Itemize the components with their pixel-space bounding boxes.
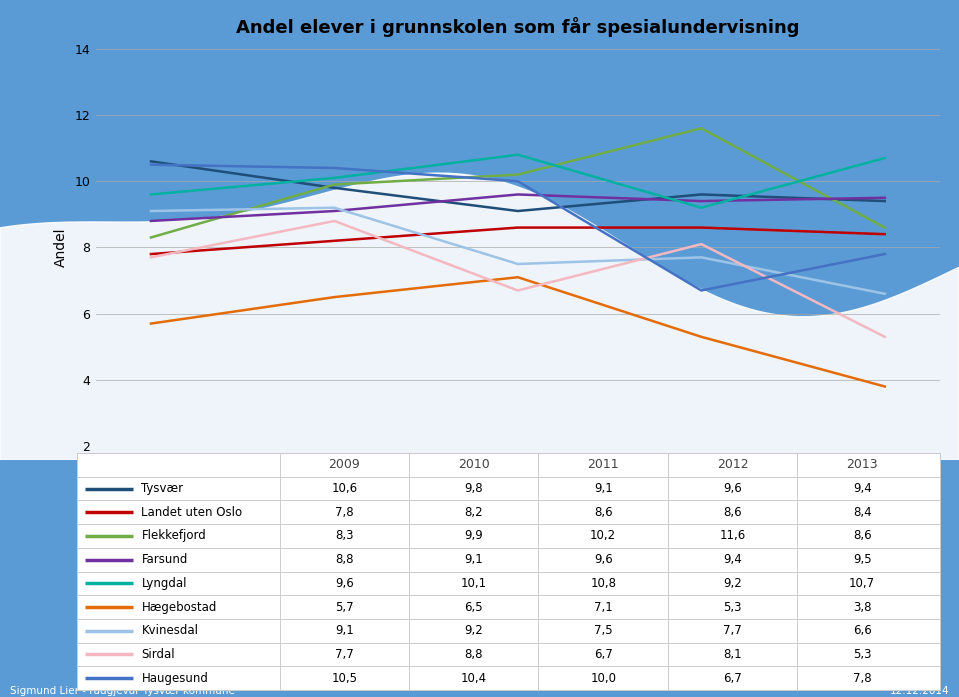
Text: 2013: 2013 [847, 459, 877, 471]
Text: 5,7: 5,7 [335, 601, 354, 613]
Text: 8,8: 8,8 [464, 648, 483, 661]
Text: 9,1: 9,1 [594, 482, 613, 495]
Text: Andel elever i grunnskolen som får spesialundervisning: Andel elever i grunnskolen som får spesi… [236, 17, 800, 38]
Text: 9,6: 9,6 [723, 482, 742, 495]
Text: 12.12.2014: 12.12.2014 [890, 686, 949, 696]
Text: Flekkefjord: Flekkefjord [142, 530, 206, 542]
Text: 9,1: 9,1 [464, 553, 483, 566]
Text: 9,2: 9,2 [723, 577, 742, 590]
Text: Hægebostad: Hægebostad [142, 601, 217, 613]
Text: 7,1: 7,1 [594, 601, 613, 613]
Text: 8,6: 8,6 [853, 530, 872, 542]
Text: 9,6: 9,6 [594, 553, 613, 566]
Text: 10,4: 10,4 [460, 672, 487, 684]
Text: 8,8: 8,8 [335, 553, 354, 566]
Text: Farsund: Farsund [142, 553, 188, 566]
Text: 11,6: 11,6 [719, 530, 746, 542]
Text: 8,1: 8,1 [723, 648, 742, 661]
Text: 9,9: 9,9 [464, 530, 483, 542]
Text: 10,8: 10,8 [590, 577, 617, 590]
Text: Landet uten Oslo: Landet uten Oslo [142, 506, 243, 519]
Text: 7,7: 7,7 [723, 625, 742, 637]
Text: 8,6: 8,6 [723, 506, 742, 519]
Text: 3,8: 3,8 [853, 601, 872, 613]
Text: 2010: 2010 [457, 459, 490, 471]
Text: 10,7: 10,7 [849, 577, 876, 590]
Text: 2011: 2011 [588, 459, 619, 471]
Text: 9,6: 9,6 [335, 577, 354, 590]
Text: 7,8: 7,8 [853, 672, 872, 684]
Text: 7,7: 7,7 [335, 648, 354, 661]
Text: 7,8: 7,8 [335, 506, 354, 519]
Text: 6,7: 6,7 [594, 648, 613, 661]
Text: Lyngdal: Lyngdal [142, 577, 187, 590]
Text: 9,5: 9,5 [853, 553, 872, 566]
Text: 10,6: 10,6 [331, 482, 358, 495]
Text: 7,5: 7,5 [594, 625, 613, 637]
Text: 9,1: 9,1 [335, 625, 354, 637]
Text: 10,5: 10,5 [331, 672, 358, 684]
Text: 2009: 2009 [328, 459, 361, 471]
Text: 6,5: 6,5 [464, 601, 483, 613]
Text: 9,4: 9,4 [723, 553, 742, 566]
Text: 5,3: 5,3 [723, 601, 742, 613]
Text: Sigmund Lier - rådgjevar Tysvær kommune: Sigmund Lier - rådgjevar Tysvær kommune [10, 684, 234, 696]
Text: 6,6: 6,6 [853, 625, 872, 637]
Text: Tysvær: Tysvær [142, 482, 183, 495]
Text: 10,2: 10,2 [590, 530, 617, 542]
Text: Haugesund: Haugesund [142, 672, 208, 684]
Text: 5,3: 5,3 [853, 648, 872, 661]
Text: 2012: 2012 [717, 459, 748, 471]
Text: 9,4: 9,4 [853, 482, 872, 495]
Text: 10,0: 10,0 [590, 672, 617, 684]
Text: Sirdal: Sirdal [142, 648, 175, 661]
Text: 9,2: 9,2 [464, 625, 483, 637]
Text: 8,6: 8,6 [594, 506, 613, 519]
Text: Kvinesdal: Kvinesdal [142, 625, 199, 637]
Text: 10,1: 10,1 [460, 577, 487, 590]
Text: 8,3: 8,3 [335, 530, 354, 542]
Text: 8,2: 8,2 [464, 506, 483, 519]
Text: 8,4: 8,4 [853, 506, 872, 519]
Text: 9,8: 9,8 [464, 482, 483, 495]
Y-axis label: Andel: Andel [54, 228, 67, 267]
Text: 6,7: 6,7 [723, 672, 742, 684]
